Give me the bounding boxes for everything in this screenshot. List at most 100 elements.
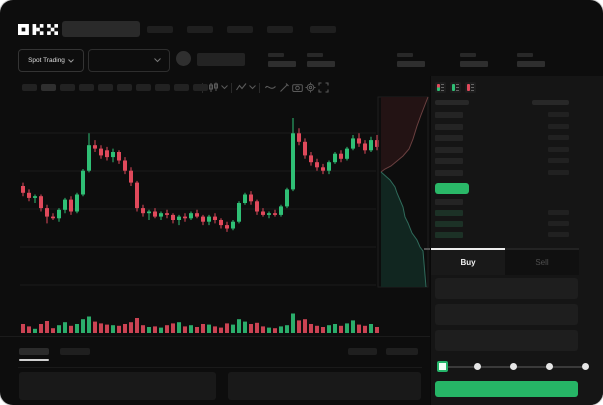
slider-handle[interactable] [437,361,448,372]
candle-body [333,153,337,163]
candle-body [375,140,379,147]
nav-item[interactable] [267,26,293,33]
interval-button[interactable] [136,84,151,91]
volume-bar [105,324,109,333]
interval-button[interactable] [193,84,208,91]
interval-button[interactable] [174,84,189,91]
volume-bar [267,327,271,333]
search-input[interactable] [62,21,140,37]
candlestick-chart[interactable] [20,95,430,335]
stat-value [460,61,488,67]
ask-price-bar[interactable] [435,135,463,141]
bid-price-bar[interactable] [435,221,463,227]
candle-body [279,206,283,215]
fullscreen-icon[interactable] [318,82,329,93]
bid-price-bar[interactable] [435,210,463,216]
last-price-badge[interactable] [435,183,469,194]
nav-item[interactable] [310,26,336,33]
volume-bar [195,327,199,333]
ask-amount-bar [548,135,569,140]
volume-bar [117,325,121,333]
ask-price-bar[interactable] [435,158,463,164]
bid-price-bar[interactable] [435,199,463,205]
line-style-icon[interactable] [265,82,276,93]
candle-body [183,216,187,219]
pair-dropdown[interactable] [88,49,170,72]
volume-bar [183,326,187,333]
camera-icon[interactable] [292,82,303,93]
submit-order-button[interactable] [435,381,578,397]
indicator-icon[interactable] [236,82,247,93]
draw-icon[interactable] [279,82,290,93]
total-field[interactable] [435,330,578,351]
ask-price-bar[interactable] [435,170,463,176]
price-field[interactable] [435,278,578,299]
volume-bar [249,324,253,333]
candle-body [99,148,103,156]
chevron-down-icon[interactable] [249,85,260,96]
volume-bar [111,325,115,333]
volume-bar [165,325,169,333]
nav-item[interactable] [147,26,173,33]
slider-stop[interactable] [510,363,517,370]
ask-price-bar[interactable] [435,124,463,130]
interval-button[interactable] [155,84,170,91]
toolbar-divider [231,83,232,93]
price-marker [424,248,430,250]
candle-body [273,213,277,215]
volume-bar [243,321,247,333]
interval-button[interactable] [60,84,75,91]
ask-price-bar[interactable] [435,147,463,153]
volume-bar [273,328,277,333]
book-combined-icon[interactable] [435,82,446,93]
volume-bar [225,323,229,333]
book-asks-icon[interactable] [465,82,476,93]
candle-body [195,213,199,217]
volume-bar [201,324,205,333]
volume-bar [279,326,283,333]
amount-field[interactable] [435,304,578,325]
candle-body [117,152,121,161]
volume-bar [99,323,103,333]
candle-body [111,152,115,158]
chevron-down-icon[interactable] [221,85,232,96]
stat-label [307,53,323,57]
ask-price-bar[interactable] [435,112,463,118]
slider-stop[interactable] [582,363,589,370]
slider-stop[interactable] [474,363,481,370]
interval-button[interactable] [98,84,113,91]
okx-logo[interactable] [18,22,58,40]
interval-button[interactable] [41,84,56,91]
slider-stop[interactable] [546,363,553,370]
candle-body [309,155,313,163]
candle-body [153,211,157,217]
candle-body [45,208,49,217]
volume-bar [33,328,37,333]
candle-body [33,196,37,198]
tab-buy[interactable]: Buy [431,248,505,275]
candle-body [57,209,61,219]
nav-item[interactable] [187,26,213,33]
tab-sell[interactable]: Sell [505,248,579,275]
interval-button[interactable] [22,84,37,91]
book-bids-icon[interactable] [450,82,461,93]
settings-icon[interactable] [305,82,316,93]
bid-amount-bar [548,232,569,237]
depth-bids-line [380,171,427,288]
pair-icon[interactable] [176,51,191,66]
volume-bar [213,326,217,333]
bottom-action[interactable] [348,348,377,355]
candle-body [81,170,85,195]
interval-button[interactable] [79,84,94,91]
candle-body [285,189,289,207]
depth-bids-area [381,172,426,287]
bottom-action[interactable] [386,348,418,355]
market-type-dropdown[interactable]: Spot Trading [18,49,84,72]
interval-button[interactable] [117,84,132,91]
bid-price-bar[interactable] [435,232,463,238]
nav-item[interactable] [227,26,253,33]
bottom-tab-active[interactable] [19,348,49,355]
ask-amount-bar [548,112,569,117]
candle-type-icon[interactable] [208,82,219,93]
bottom-tab[interactable] [60,348,90,355]
